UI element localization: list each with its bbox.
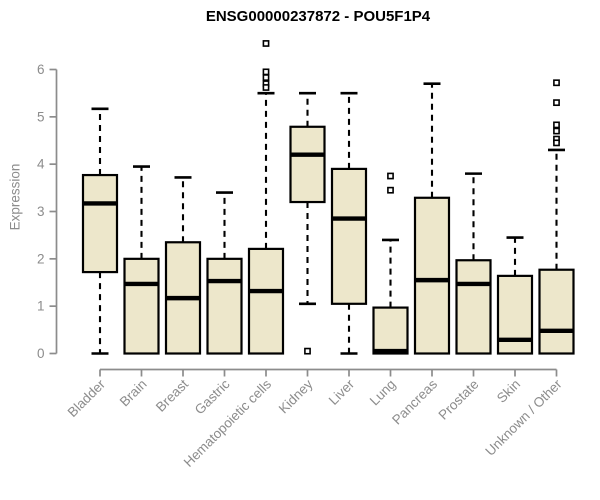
outlier-point (262, 68, 270, 76)
x-tick-label: Unknown / Other (482, 376, 565, 459)
box-rect (81, 173, 119, 274)
box-group-kidney (289, 91, 326, 355)
box-group-prostate (455, 172, 492, 355)
box-rect (289, 125, 326, 204)
outlier-point (387, 172, 394, 180)
x-tick-label: Pancreas (389, 376, 440, 427)
box-rect (413, 196, 451, 355)
x-tick-label-group: Unknown / Other (482, 376, 565, 459)
y-tick-label: 6 (37, 62, 45, 77)
x-tick-label: Skin (494, 377, 523, 406)
outlier-point (262, 84, 270, 91)
y-tick-label: 3 (37, 204, 45, 219)
box-rect (538, 268, 575, 355)
y-tick-label: 2 (37, 251, 45, 266)
box-group-skin (496, 236, 534, 355)
outlier-point (304, 347, 311, 355)
box-group-bladder (81, 107, 119, 355)
outlier-point (553, 79, 560, 87)
box-rect (372, 306, 409, 355)
y-tick-label: 0 (37, 346, 45, 361)
x-tick-label-group: Bladder (65, 376, 109, 420)
box-rect (330, 167, 368, 305)
outlier-point (553, 127, 560, 135)
box-group-breast (164, 176, 202, 355)
box-rect (455, 259, 492, 355)
x-tick-label-group: Skin (494, 377, 523, 406)
x-tick-label-group: Liver (326, 376, 358, 408)
x-tick-label: Breast (153, 376, 191, 414)
y-tick-label: 5 (37, 109, 45, 124)
box-group-liver (330, 91, 368, 355)
outlier-point (553, 121, 560, 129)
outlier-point (387, 186, 394, 194)
x-tick-label: Liver (326, 376, 358, 408)
x-tick-label: Prostate (435, 377, 481, 423)
x-tick-label-group: Kidney (276, 376, 316, 416)
x-tick-label: Kidney (276, 376, 316, 416)
box-rect (206, 257, 243, 355)
x-tick-label: Gastric (192, 376, 233, 417)
box-group-hematopoietic-cells (247, 40, 285, 355)
chart-title: ENSG00000237872 - POU5F1P4 (205, 8, 431, 25)
y-tick-label: 1 (37, 299, 45, 314)
box-rect (123, 257, 160, 355)
box-group-gastric (206, 191, 243, 355)
box-group-unknown-other (538, 79, 575, 355)
outlier-point (553, 139, 560, 147)
box-rect (247, 247, 285, 355)
box-group-lung (372, 172, 409, 355)
x-tick-label: Bladder (65, 376, 109, 420)
outlier-point (553, 99, 560, 107)
box-group-brain (123, 165, 160, 355)
outlier-point (262, 74, 270, 81)
x-tick-label: Brain (117, 377, 150, 410)
x-tick-label-group: Brain (117, 377, 150, 410)
x-tick-label-group: Gastric (192, 376, 233, 417)
x-tick-label-group: Lung (367, 377, 399, 409)
outlier-point (262, 40, 270, 47)
x-tick-label-group: Prostate (435, 377, 481, 423)
x-tick-label: Lung (367, 377, 399, 409)
y-tick-label: 4 (37, 157, 45, 172)
box-group-pancreas (413, 82, 451, 355)
x-tick-label-group: Pancreas (389, 376, 440, 427)
x-tick-label-group: Breast (153, 376, 191, 414)
